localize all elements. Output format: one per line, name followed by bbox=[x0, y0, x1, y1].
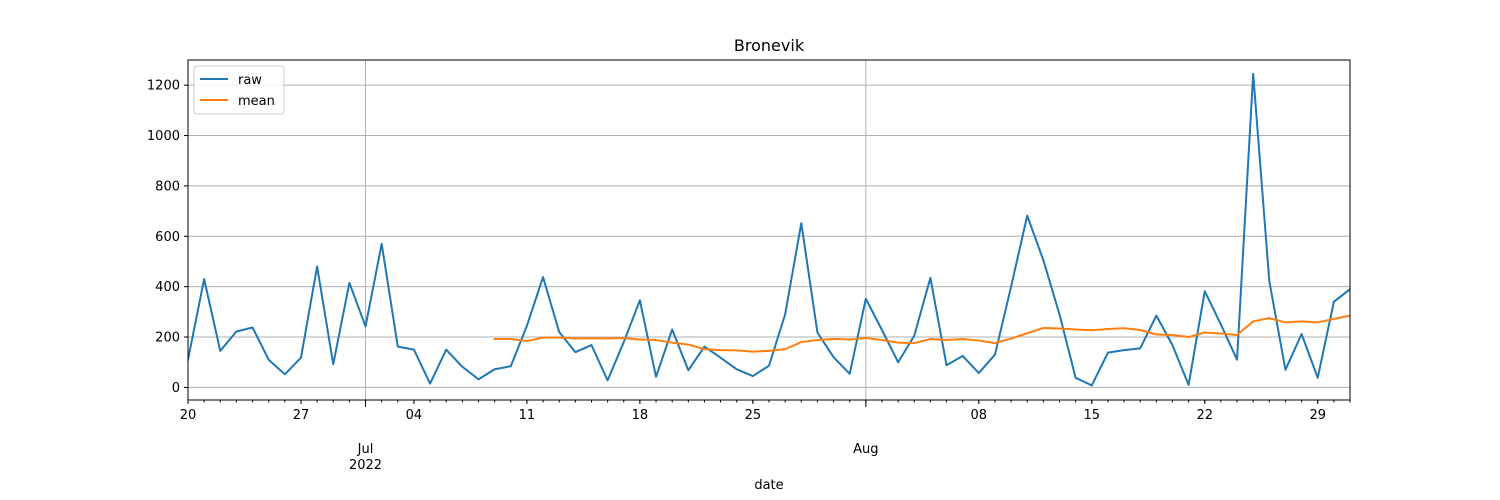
x-tick-label: 08 bbox=[971, 408, 988, 423]
y-tick-label: 0 bbox=[172, 381, 180, 396]
x-tick-label: 22 bbox=[1196, 408, 1213, 423]
legend: raw mean bbox=[193, 65, 285, 115]
x-tick-label: 25 bbox=[745, 408, 762, 423]
plot-area bbox=[188, 60, 1350, 400]
series-line-mean bbox=[493, 314, 1350, 353]
x-major-tick-label: Jul bbox=[357, 442, 374, 457]
y-tick-label: 400 bbox=[155, 280, 180, 295]
x-tick-label: 29 bbox=[1309, 408, 1326, 423]
y-tick-label: 200 bbox=[155, 331, 180, 346]
y-tick-label: 800 bbox=[155, 179, 180, 194]
series-layer bbox=[188, 72, 1350, 387]
y-tick-label: 1000 bbox=[147, 129, 180, 144]
x-tick-label: 18 bbox=[632, 408, 649, 423]
grid-lines bbox=[188, 60, 1350, 400]
y-tick-label: 1200 bbox=[147, 79, 180, 94]
x-tick-label: 27 bbox=[293, 408, 310, 423]
legend-raw-label: raw bbox=[238, 73, 262, 88]
x-axis-label: date bbox=[754, 478, 783, 493]
x-tick-label: 15 bbox=[1084, 408, 1101, 423]
y-axis: 0 200 400 600 800 1000 1200 bbox=[147, 79, 188, 396]
chart-title: Bronevik bbox=[734, 36, 805, 55]
legend-mean-label: mean bbox=[238, 94, 275, 109]
x-major-tick-label: 2022 bbox=[349, 458, 382, 473]
x-major-tick-label: Aug bbox=[853, 442, 878, 457]
x-tick-label: 11 bbox=[519, 408, 536, 423]
series-line-raw bbox=[188, 72, 1350, 387]
y-tick-label: 600 bbox=[155, 230, 180, 245]
x-tick-label: 04 bbox=[406, 408, 423, 423]
x-tick-label: 20 bbox=[180, 408, 197, 423]
